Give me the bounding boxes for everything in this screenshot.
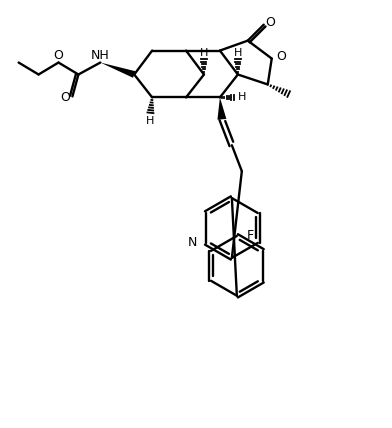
Text: O: O	[265, 16, 275, 29]
Text: H: H	[200, 48, 208, 58]
Text: NH: NH	[91, 49, 110, 62]
Text: O: O	[54, 49, 64, 62]
Text: N: N	[188, 236, 197, 250]
Text: O: O	[276, 50, 286, 63]
Polygon shape	[100, 62, 135, 78]
Text: H: H	[238, 92, 246, 102]
Text: O: O	[60, 91, 71, 104]
Text: F: F	[247, 229, 254, 242]
Text: H: H	[146, 116, 154, 126]
Polygon shape	[218, 98, 226, 120]
Text: H: H	[234, 48, 242, 58]
